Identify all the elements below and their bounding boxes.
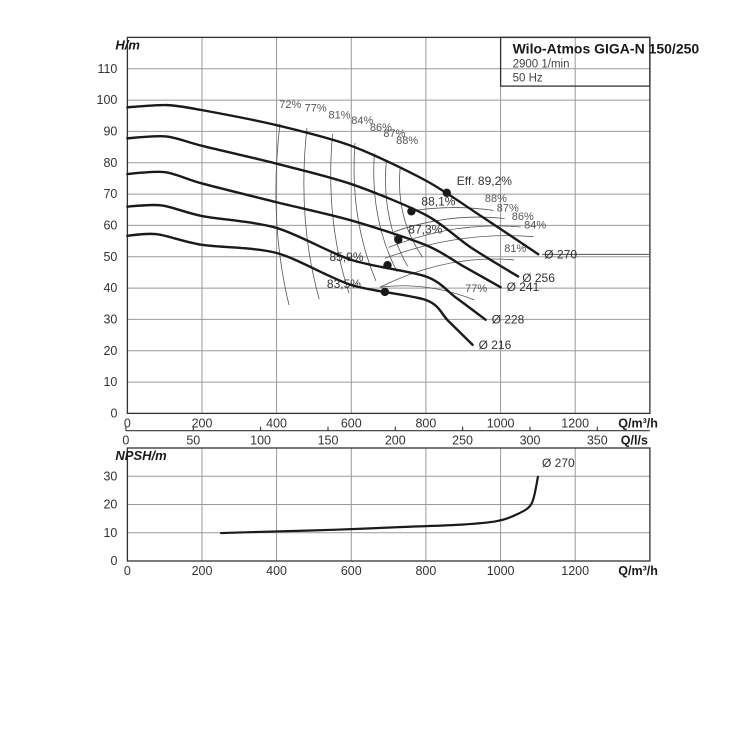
svg-text:60: 60 (103, 218, 117, 232)
svg-text:200: 200 (192, 564, 213, 578)
svg-text:77%: 77% (465, 283, 487, 295)
svg-text:77%: 77% (305, 103, 327, 115)
svg-text:50 Hz: 50 Hz (513, 72, 543, 84)
svg-text:Ø 270: Ø 270 (542, 456, 575, 470)
svg-text:90: 90 (103, 124, 117, 138)
svg-text:1000: 1000 (487, 416, 515, 430)
svg-text:40: 40 (103, 281, 117, 295)
svg-text:1200: 1200 (561, 564, 589, 578)
svg-text:0: 0 (110, 406, 117, 420)
svg-text:Wilo-Atmos GIGA-N 150/250: Wilo-Atmos GIGA-N 150/250 (513, 40, 700, 56)
svg-text:150: 150 (318, 434, 339, 448)
svg-text:10: 10 (103, 526, 117, 540)
svg-text:87,3%: 87,3% (408, 223, 442, 237)
svg-text:Ø 228: Ø 228 (492, 313, 525, 327)
svg-text:30: 30 (103, 469, 117, 483)
svg-text:80: 80 (103, 156, 117, 170)
svg-text:600: 600 (341, 564, 362, 578)
svg-text:800: 800 (415, 416, 436, 430)
svg-text:H/m: H/m (115, 37, 140, 52)
svg-text:72%: 72% (279, 99, 301, 111)
svg-text:100: 100 (97, 93, 118, 107)
svg-text:0: 0 (110, 554, 117, 568)
svg-text:Q/m³/h: Q/m³/h (618, 564, 658, 578)
svg-text:110: 110 (97, 62, 117, 76)
svg-text:Eff. 89,2%: Eff. 89,2% (457, 174, 512, 188)
svg-text:30: 30 (103, 312, 117, 326)
svg-text:400: 400 (266, 564, 287, 578)
svg-text:0: 0 (122, 434, 129, 448)
svg-text:600: 600 (341, 416, 362, 430)
svg-text:0: 0 (124, 416, 131, 430)
svg-text:Q/m³/h: Q/m³/h (618, 416, 658, 430)
svg-text:800: 800 (415, 564, 436, 578)
svg-text:350: 350 (587, 434, 608, 448)
svg-text:50: 50 (186, 434, 200, 448)
svg-text:Q/l/s: Q/l/s (621, 434, 648, 448)
svg-text:20: 20 (103, 498, 117, 512)
svg-text:400: 400 (266, 416, 287, 430)
svg-text:2900 1/min: 2900 1/min (513, 58, 570, 70)
svg-text:1000: 1000 (487, 564, 515, 578)
svg-text:Ø 216: Ø 216 (479, 338, 512, 352)
svg-text:200: 200 (385, 434, 406, 448)
svg-text:100: 100 (250, 434, 271, 448)
svg-text:81%: 81% (329, 110, 351, 122)
svg-text:84%: 84% (524, 220, 546, 232)
svg-text:300: 300 (520, 434, 541, 448)
svg-text:50: 50 (103, 250, 117, 264)
svg-text:250: 250 (452, 434, 473, 448)
svg-text:0: 0 (124, 564, 131, 578)
svg-text:88%: 88% (396, 135, 418, 147)
svg-text:Ø 270: Ø 270 (544, 247, 577, 261)
svg-text:10: 10 (103, 375, 117, 389)
svg-text:70: 70 (103, 187, 117, 201)
svg-text:Ø 241: Ø 241 (507, 280, 540, 294)
svg-text:1200: 1200 (561, 416, 589, 430)
svg-text:83,5%: 83,5% (327, 277, 361, 291)
svg-text:20: 20 (103, 344, 117, 358)
svg-text:200: 200 (192, 416, 213, 430)
svg-text:NPSH/m: NPSH/m (115, 448, 167, 463)
